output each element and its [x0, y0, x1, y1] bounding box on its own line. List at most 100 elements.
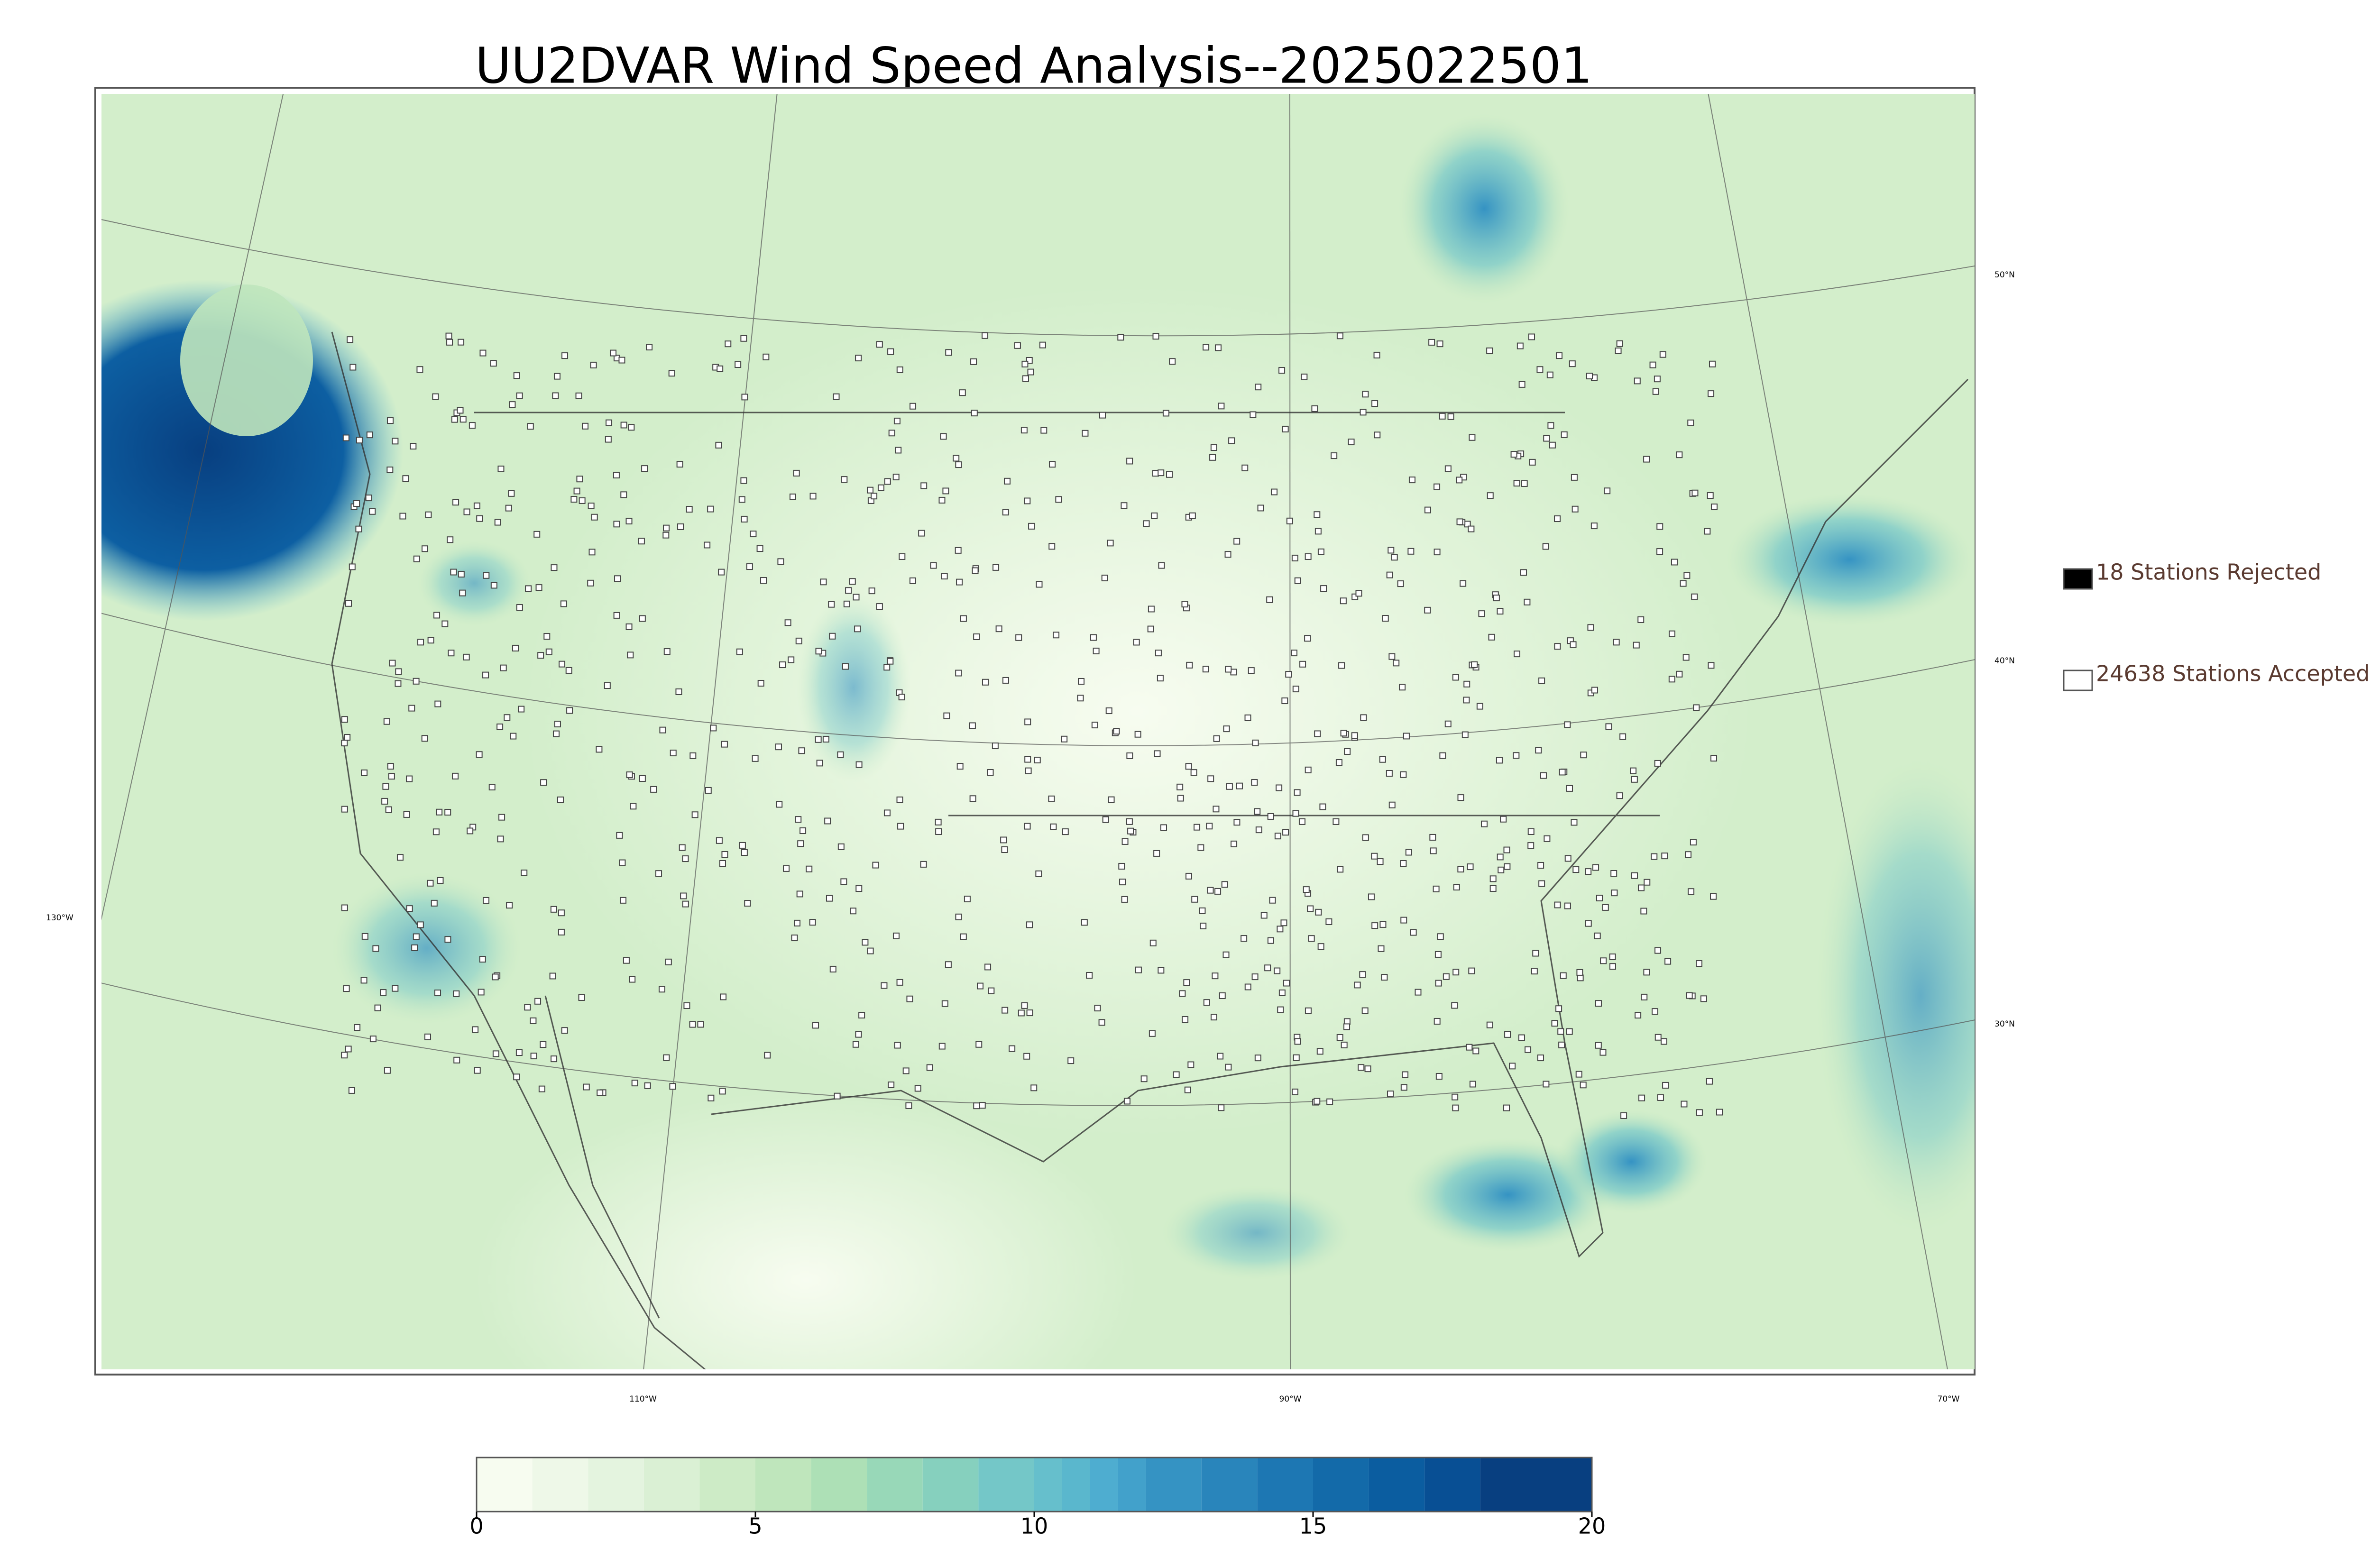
station-marker	[1343, 1023, 1351, 1030]
station-marker	[1570, 641, 1577, 648]
station-marker	[1304, 635, 1311, 642]
station-marker	[1155, 650, 1162, 657]
station-marker	[1542, 543, 1549, 550]
station-marker	[1569, 360, 1576, 367]
station-marker	[883, 809, 891, 816]
station-marker	[940, 433, 947, 440]
station-marker	[1610, 870, 1617, 877]
station-marker	[738, 496, 745, 503]
station-marker	[872, 862, 879, 869]
station-marker	[1274, 833, 1281, 840]
station-marker	[1708, 662, 1715, 669]
station-marker	[1191, 896, 1198, 903]
station-marker	[431, 899, 438, 907]
station-marker	[1710, 893, 1717, 900]
station-marker	[741, 515, 748, 523]
station-marker	[717, 365, 724, 372]
station-marker	[708, 1094, 715, 1101]
station-marker	[427, 880, 434, 887]
station-marker	[663, 648, 671, 655]
station-marker	[876, 603, 883, 610]
station-marker	[1596, 894, 1603, 901]
station-marker	[1055, 496, 1062, 503]
station-marker	[1682, 654, 1690, 661]
station-marker	[918, 530, 925, 537]
station-marker	[1307, 905, 1314, 912]
station-marker	[515, 1049, 523, 1056]
colorbar-segment	[532, 1458, 588, 1512]
station-marker	[956, 578, 963, 586]
station-marker	[1360, 409, 1367, 416]
station-marker	[1560, 972, 1567, 979]
station-marker	[977, 982, 984, 990]
station-marker	[1282, 425, 1289, 432]
station-marker	[942, 487, 949, 495]
station-marker	[1433, 885, 1440, 892]
station-marker	[1504, 1031, 1511, 1038]
latitude-labels: 50°N 40°N 30°N	[1994, 270, 2015, 1029]
colorbar-tick-label: 0	[469, 1513, 483, 1539]
station-marker	[798, 747, 805, 754]
station-marker	[663, 1054, 670, 1061]
station-marker	[510, 733, 517, 740]
station-marker	[683, 1002, 690, 1009]
station-marker	[1415, 989, 1422, 996]
station-marker	[1430, 847, 1437, 854]
station-marker	[1148, 605, 1155, 613]
station-marker	[392, 438, 399, 445]
station-marker	[417, 921, 424, 928]
station-marker	[794, 919, 801, 926]
graticule	[101, 94, 1975, 1369]
station-marker	[895, 447, 902, 454]
station-marker	[384, 1067, 391, 1074]
station-marker	[1293, 1054, 1300, 1061]
meridian	[1708, 94, 1948, 1369]
station-marker	[1564, 902, 1571, 909]
parallel	[101, 613, 1975, 746]
station-marker	[721, 741, 728, 748]
station-marker	[1149, 1030, 1156, 1037]
station-marker	[406, 905, 413, 912]
station-marker	[1616, 340, 1623, 347]
station-marker	[691, 811, 698, 818]
station-marker	[575, 392, 582, 399]
station-marker	[887, 658, 894, 665]
station-marker	[1207, 775, 1214, 782]
station-marker	[1391, 554, 1398, 561]
colorbar-segment	[1480, 1458, 1592, 1512]
longitude-labels: 130°W 110°W 90°W 70°W	[46, 913, 1960, 1404]
station-marker	[1257, 504, 1264, 512]
station-marker	[616, 832, 623, 839]
station-marker	[760, 577, 767, 584]
station-marker	[1516, 342, 1524, 349]
station-marker	[1213, 735, 1220, 742]
station-marker	[1535, 747, 1542, 754]
station-marker	[1476, 703, 1483, 710]
station-marker	[606, 419, 613, 426]
station-marker	[1468, 525, 1475, 532]
station-marker	[1554, 515, 1561, 523]
station-marker	[596, 746, 603, 753]
station-marker	[578, 994, 585, 1001]
station-marker	[1305, 1007, 1312, 1014]
station-marker	[1531, 968, 1538, 975]
station-marker	[757, 679, 764, 687]
station-marker	[1241, 935, 1248, 942]
station-marker	[1210, 1014, 1217, 1021]
station-marker	[995, 625, 1002, 633]
station-marker	[1546, 371, 1553, 378]
colorbar-segment	[1313, 1458, 1369, 1512]
station-marker	[736, 648, 743, 655]
colorbar-segment	[1257, 1458, 1313, 1512]
station-marker	[630, 803, 637, 810]
station-marker	[1182, 1016, 1189, 1023]
station-marker	[938, 496, 946, 504]
station-marker	[421, 735, 428, 742]
station-marker	[1633, 642, 1640, 649]
station-marker	[1525, 1046, 1532, 1053]
station-marker	[1609, 954, 1616, 961]
station-marker	[1371, 400, 1378, 407]
station-marker	[1176, 783, 1184, 790]
station-marker	[816, 760, 823, 767]
